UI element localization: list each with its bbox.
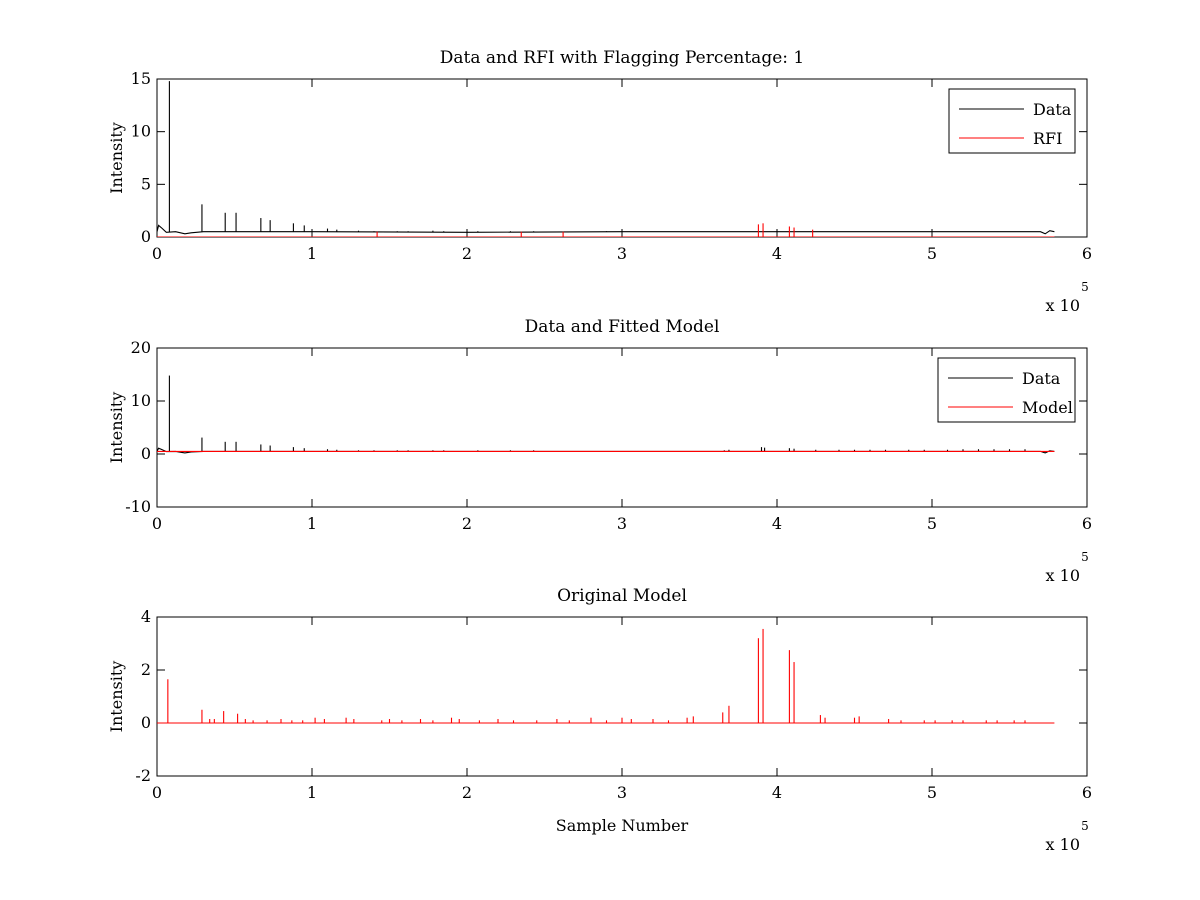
x-multiplier-exponent: 5 [1081, 280, 1089, 294]
y-tick-label: -2 [135, 766, 151, 785]
plot-area [157, 375, 1055, 454]
x-tick-label: 2 [462, 244, 472, 263]
plot-area [157, 628, 1055, 724]
legend-label-data: Data [1033, 100, 1072, 119]
x-tick-label: 4 [772, 244, 782, 263]
legend-label-data: Data [1022, 369, 1061, 388]
y-tick-label: 10 [131, 391, 151, 410]
y-tick-label: 2 [141, 660, 151, 679]
series-model-0 [157, 628, 1055, 724]
y-tick-label: 10 [131, 122, 151, 141]
x-tick-label: 1 [307, 514, 317, 533]
axes-box [156, 347, 1088, 508]
x-tick-label: 6 [1082, 244, 1092, 263]
legend-label-rfi: RFI [1033, 129, 1062, 148]
series-rfi [157, 223, 1055, 237]
legend-box [937, 357, 1076, 423]
y-tick-label: 0 [141, 713, 151, 732]
x-multiplier-base: x 10 [1046, 296, 1080, 315]
y-axis-label: Intensity [107, 392, 126, 464]
x-tick-label: 1 [307, 783, 317, 802]
y-tick-label: 5 [141, 174, 151, 193]
y-tick-label: 15 [131, 69, 151, 88]
y-tick-label: 4 [141, 607, 151, 626]
y-axis-label: Intensity [107, 661, 126, 733]
y-tick-label: 0 [141, 227, 151, 246]
subplot-title: Data and Fitted Model [525, 317, 720, 337]
subplot-title: Data and RFI with Flagging Percentage: 1 [440, 48, 804, 68]
x-tick-label: 1 [307, 244, 317, 263]
x-tick-label: 3 [617, 514, 627, 533]
x-multiplier-exponent: 5 [1081, 819, 1089, 833]
x-tick-label: 5 [927, 244, 937, 263]
x-tick-label: 2 [462, 514, 472, 533]
y-tick-label: 20 [131, 338, 151, 357]
series-data [157, 81, 1055, 235]
x-tick-label: 6 [1082, 514, 1092, 533]
subplot-title: Original Model [557, 586, 687, 606]
x-tick-label: 4 [772, 514, 782, 533]
legend: Data RFI [948, 88, 1076, 154]
axes-box [156, 78, 1088, 238]
x-tick-label: 0 [152, 514, 162, 533]
x-tick-label: 0 [152, 783, 162, 802]
y-tick-label: -10 [125, 497, 151, 516]
x-axis-label: Sample Number [556, 816, 689, 835]
x-tick-label: 5 [927, 783, 937, 802]
y-tick-label: 0 [141, 444, 151, 463]
x-tick-label: 6 [1082, 783, 1092, 802]
legend-box [948, 88, 1076, 154]
x-multiplier-exponent: 5 [1081, 550, 1089, 564]
x-tick-label: 5 [927, 514, 937, 533]
x-tick-label: 2 [462, 783, 472, 802]
x-tick-label: 3 [617, 783, 627, 802]
legend: Data Model [937, 357, 1076, 423]
x-tick-label: 3 [617, 244, 627, 263]
x-tick-label: 4 [772, 783, 782, 802]
x-multiplier-base: x 10 [1046, 835, 1080, 854]
legend-label-model: Model [1022, 398, 1073, 417]
series-baseline [157, 224, 1055, 235]
y-axis-label: Intensity [107, 122, 126, 194]
axes-box [156, 616, 1088, 777]
x-tick-label: 0 [152, 244, 162, 263]
x-multiplier-base: x 10 [1046, 566, 1080, 585]
plot-area [157, 81, 1055, 237]
